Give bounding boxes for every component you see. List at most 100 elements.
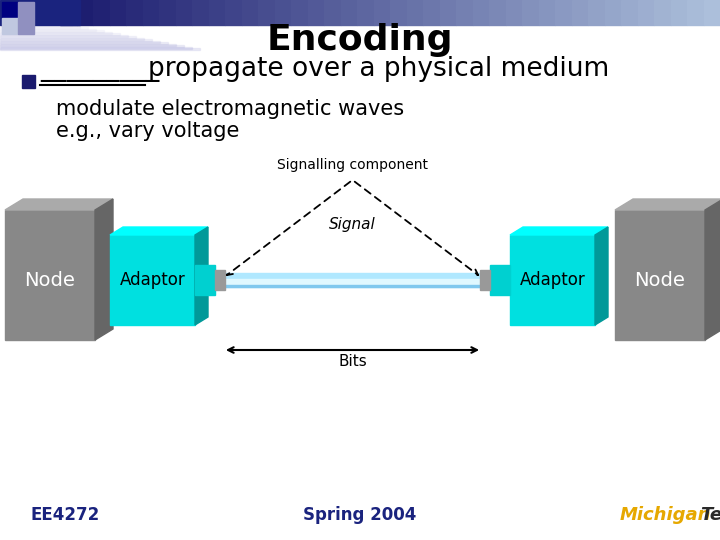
Bar [0, 33, 120, 35]
Bar [439, 0, 456, 25]
Bar [0, 31, 112, 33]
Bar [572, 0, 588, 25]
Bar [22, 75, 35, 88]
Bar [2, 18, 18, 34]
Text: modulate electromagnetic waves: modulate electromagnetic waves [56, 99, 404, 119]
Text: EE4272: EE4272 [30, 506, 99, 524]
Bar [225, 273, 480, 287]
Text: Adaptor: Adaptor [520, 271, 585, 289]
Bar [687, 0, 703, 25]
Bar [374, 0, 390, 25]
Bar [588, 0, 605, 25]
Bar [0, 24, 72, 26]
Bar [18, 2, 34, 18]
Bar [258, 0, 274, 25]
Bar [615, 210, 705, 340]
Bar [215, 270, 225, 290]
Text: Node: Node [634, 271, 685, 289]
Bar [423, 0, 439, 25]
Bar [274, 0, 291, 25]
Bar [0, 35, 128, 37]
Bar [0, 40, 160, 43]
Bar [5, 210, 95, 340]
Bar [241, 0, 258, 25]
Polygon shape [5, 199, 113, 210]
Bar [407, 0, 423, 25]
Bar [0, 45, 184, 47]
Bar [195, 265, 215, 295]
Bar [0, 29, 96, 30]
Bar [0, 36, 136, 38]
Text: Bits: Bits [338, 354, 367, 369]
Bar [654, 0, 670, 25]
Bar [109, 0, 126, 25]
Text: Signalling component: Signalling component [277, 158, 428, 172]
Bar [0, 46, 192, 49]
Polygon shape [705, 199, 720, 340]
Bar [2, 2, 18, 18]
Bar [637, 0, 654, 25]
Bar [324, 0, 341, 25]
Text: Spring 2004: Spring 2004 [303, 506, 417, 524]
Bar [0, 25, 80, 28]
Bar [76, 0, 93, 25]
Bar [110, 235, 195, 325]
Bar [0, 23, 64, 24]
Bar [480, 270, 490, 290]
Bar [42, 104, 51, 113]
Bar [291, 0, 307, 25]
Bar [0, 37, 144, 39]
Text: propagate over a physical medium: propagate over a physical medium [148, 56, 609, 82]
Bar [505, 0, 522, 25]
Bar [209, 0, 225, 25]
Bar [510, 235, 595, 325]
Bar [307, 0, 324, 25]
Polygon shape [195, 227, 208, 325]
Bar [143, 0, 159, 25]
Bar [0, 30, 104, 32]
Text: Tech.: Tech. [700, 506, 720, 524]
Bar [0, 42, 168, 44]
Bar [357, 0, 374, 25]
Bar [522, 0, 539, 25]
Text: Michigan: Michigan [620, 506, 711, 524]
Bar [670, 0, 687, 25]
Bar [703, 0, 720, 25]
Text: Node: Node [24, 271, 76, 289]
Bar [0, 21, 56, 23]
Bar [159, 0, 176, 25]
Bar [555, 0, 572, 25]
Bar [0, 0, 80, 25]
Bar [0, 19, 48, 22]
Polygon shape [510, 227, 608, 235]
Bar [18, 18, 34, 34]
Bar [0, 48, 200, 50]
Text: _________: _________ [40, 56, 159, 82]
Bar [605, 0, 621, 25]
Bar [489, 0, 505, 25]
Bar [0, 39, 152, 41]
Text: Adaptor: Adaptor [120, 271, 185, 289]
Polygon shape [95, 199, 113, 340]
Polygon shape [615, 199, 720, 210]
Polygon shape [595, 227, 608, 325]
Bar [539, 0, 555, 25]
Bar [621, 0, 637, 25]
Bar [192, 0, 209, 25]
Bar [341, 0, 357, 25]
Bar [126, 0, 143, 25]
Bar [176, 0, 192, 25]
Bar [42, 126, 51, 135]
Text: e.g., vary voltage: e.g., vary voltage [56, 121, 239, 141]
Bar [490, 265, 510, 295]
Bar [0, 27, 88, 29]
Bar [390, 0, 407, 25]
Text: Signal: Signal [329, 217, 376, 232]
Bar [456, 0, 472, 25]
Bar [0, 44, 176, 45]
Text: Encoding: Encoding [266, 23, 454, 57]
Bar [225, 279, 480, 284]
Bar [60, 0, 76, 25]
Bar [225, 0, 241, 25]
Bar [93, 0, 109, 25]
